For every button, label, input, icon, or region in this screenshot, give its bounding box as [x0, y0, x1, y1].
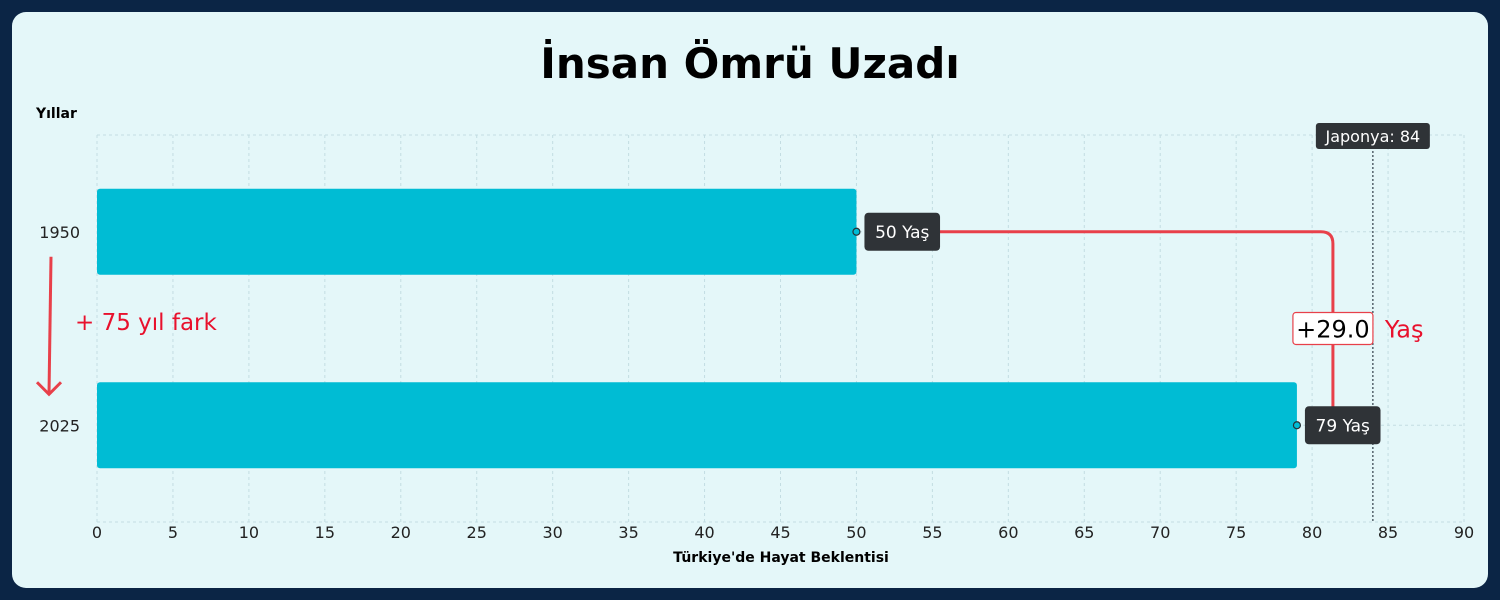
x-tick-label: 85: [1378, 523, 1398, 542]
x-axis-ticks: 0 5 10 15 20 25 30 35 40 45 50 55 60 65 70 75 80 85 90: [92, 523, 1474, 542]
value-label: 50 Yaş: [875, 223, 929, 243]
chart-title: İnsan Ömrü Uzadı: [540, 38, 959, 88]
y-axis-title: Yıllar: [35, 106, 77, 122]
x-tick-label: 50: [846, 523, 866, 542]
annotations: Japonya: 84 +29.0 Yaş + 75 yıl fark: [35, 123, 1430, 522]
difference-box: [1292, 311, 1374, 346]
bar-1950: [97, 188, 857, 275]
x-tick-label: 30: [542, 523, 562, 542]
reference-label: Japonya: 84: [1325, 127, 1421, 146]
value-label-box: [1304, 406, 1381, 445]
x-tick-label: 10: [239, 523, 259, 542]
x-tick-label: 55: [922, 523, 942, 542]
value-label: 79 Yaş: [1316, 416, 1370, 436]
x-tick-label: 75: [1226, 523, 1246, 542]
year-gap-arrowhead: [35, 381, 63, 397]
value-label-box: [864, 212, 941, 251]
x-tick-label: 80: [1302, 523, 1322, 542]
x-tick-label: 60: [998, 523, 1018, 542]
x-tick-label: 25: [467, 523, 487, 542]
value-marker: [1292, 421, 1302, 430]
year-gap-arrow: [47, 256, 53, 395]
x-tick-label: 15: [315, 523, 335, 542]
y-axis-ticks: 1950 2025: [39, 223, 80, 436]
x-tick-label: 35: [618, 523, 638, 542]
chart-frame: İnsan Ömrü Uzadı Yıllar Türkiye'de Hayat…: [12, 12, 1488, 588]
y-tick-label: 1950: [39, 223, 80, 242]
x-tick-label: 45: [770, 523, 790, 542]
x-tick-label: 5: [168, 523, 178, 542]
x-tick-label: 20: [391, 523, 411, 542]
value-marker: [852, 227, 861, 236]
difference-unit: Yaş: [1384, 316, 1424, 344]
year-gap-text: + 75 yıl fark: [75, 310, 218, 336]
chart: İnsan Ömrü Uzadı Yıllar Türkiye'de Hayat…: [35, 38, 1474, 566]
x-tick-label: 0: [92, 523, 102, 542]
x-tick-label: 65: [1074, 523, 1094, 542]
reference-label-box: [1315, 123, 1430, 149]
x-axis-title: Türkiye'de Hayat Beklentisi: [673, 550, 889, 566]
value-labels: 50 Yaş 79 Yaş: [852, 212, 1381, 445]
y-tick-label: 2025: [39, 416, 80, 435]
difference-connector: [876, 230, 1335, 426]
x-tick-label: 70: [1150, 523, 1170, 542]
bars: [97, 188, 1297, 469]
bar-2025: [97, 382, 1297, 469]
difference-value: +29.0: [1296, 316, 1370, 344]
x-tick-label: 90: [1454, 523, 1474, 542]
x-tick-label: 40: [694, 523, 714, 542]
